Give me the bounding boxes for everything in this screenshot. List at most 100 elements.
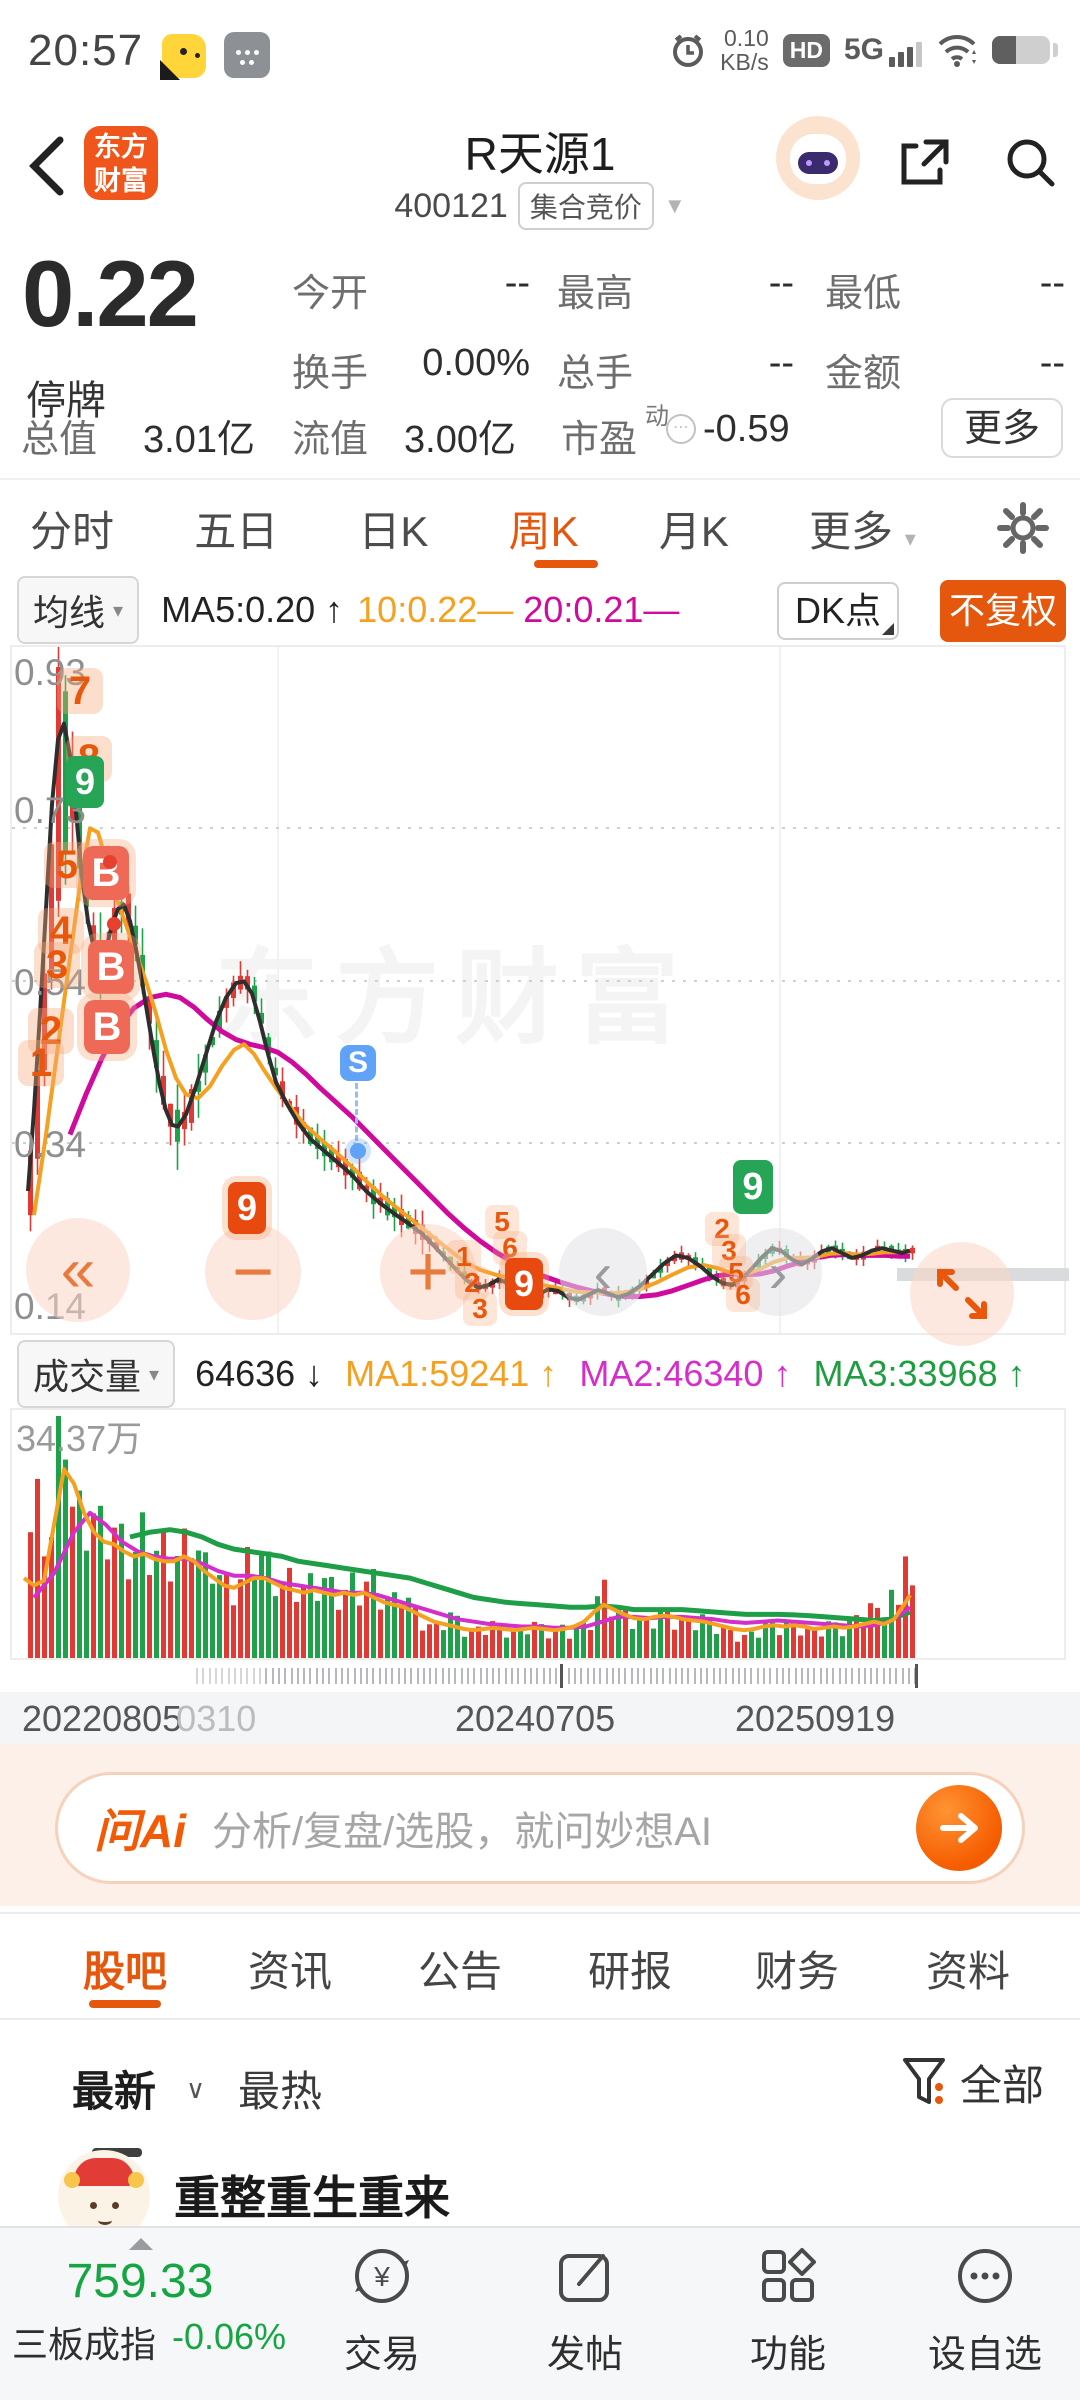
ruler-tick [271,1668,274,1684]
ruler-tick [718,1668,721,1684]
candlestick-chart[interactable]: 东方财富 0.93 0.73 0.54 0.34 0.14 « − + ‹ › [10,645,1070,1346]
more-quote-button[interactable]: 更多 [941,398,1063,458]
index-expand-icon[interactable] [129,2238,153,2250]
post-title[interactable]: 重整重生重来 [174,2172,450,2224]
chart-rewind-button[interactable]: « [26,1218,130,1322]
tab-announcements[interactable]: 公告 [417,1948,502,1995]
logo-line2: 财富 [94,166,148,196]
ruler-tick [693,1668,696,1684]
volume-max-label: 34.37万 [16,1418,143,1459]
ruler-tick [290,1668,293,1684]
tab-guba[interactable]: 股吧 [82,1948,167,1995]
chevron-down-icon[interactable]: ∨ [186,2074,206,2104]
ai-submit-button[interactable] [916,1785,1002,1871]
index-name[interactable]: 三板成指 [12,2324,157,2365]
divider [0,478,1080,480]
chevron-down-icon[interactable]: ▼ [663,193,686,218]
chart-toolbar: 均线 ▾ MA5:0.20 ↑ 10:0.22— 20:0.21— [0,576,1080,644]
quote-label: 今开 [292,273,369,315]
ruler-tick [277,1668,280,1684]
ruler-tick [731,1668,734,1684]
volume-current: 64636 ↓ [195,1353,324,1394]
ruler-tick [309,1668,312,1684]
tab-research[interactable]: 研报 [587,1948,672,1995]
volume-ma2: MA2:46340 ↑ [579,1353,792,1394]
last-price: 0.22 [22,241,199,346]
ma-select-button[interactable]: 均线 ▾ [17,576,140,644]
divider [0,1912,1080,1914]
ai-search-section: 问Ai 分析/复盘/选股，就问妙想AI [0,1744,1080,1906]
ai-search-input[interactable]: 问Ai 分析/复盘/选股，就问妙想AI [55,1772,1025,1884]
adjust-mode-button[interactable]: 不复权 [940,580,1066,642]
ruler-tick [359,1668,362,1684]
tab-news[interactable]: 资讯 [247,1948,332,1995]
back-icon[interactable] [26,136,68,196]
sort-latest[interactable]: 最新 [72,2068,157,2115]
nav-label: 设自选 [927,2334,1042,2376]
sort-hottest[interactable]: 最热 [238,2068,323,2115]
ruler-tick [807,1668,810,1684]
active-content-tab-underline [89,2000,161,2008]
gear-icon[interactable] [996,501,1050,555]
ruler-tick [668,1668,671,1684]
ruler-tick [202,1668,205,1684]
content-tab-bar: 股吧 资讯 公告 研报 财务 资料 [0,1918,1080,2014]
tab-financials[interactable]: 财务 [754,1948,839,1995]
ruler-tick [706,1668,709,1684]
ruler-tick [611,1668,614,1684]
tab-monthly[interactable]: 月K [658,507,729,555]
quote-value: 0.00% [422,342,530,384]
tab-weekly[interactable]: 周K [508,507,579,555]
dk-point-button[interactable]: DK点 [777,582,899,640]
ruler-tick [788,1668,791,1684]
chart-pan-left-button[interactable]: ‹ [559,1228,647,1316]
quote-value: -- [1039,262,1065,304]
ruler-tick [763,1668,765,1684]
ai-assistant-avatar[interactable] [776,116,860,200]
nav-features[interactable]: 功能 [718,2244,858,2378]
volume-select-button[interactable]: 成交量 ▾ [17,1340,176,1408]
ruler-tick [895,1668,898,1684]
divider [0,2018,1080,2020]
ruler-tick [800,1668,803,1684]
ruler-tick [441,1668,444,1684]
ruler-tick [863,1668,866,1684]
nav-post[interactable]: 发帖 [515,2244,655,2378]
ruler-tick [876,1668,879,1684]
nav-add-watchlist[interactable]: 设自选 [915,2244,1055,2378]
pe-info-icon[interactable]: ⋯ [666,414,696,444]
page-title: R天源1 [464,128,616,180]
feed-filter[interactable]: 全部 [902,2052,1044,2113]
volume-chart[interactable]: 34.37万 [10,1408,1070,1660]
session-badge[interactable]: 集合竞价 [517,182,654,230]
chart-zoom-out-button[interactable]: − [205,1224,301,1320]
tab-5day[interactable]: 五日 [194,507,279,555]
compose-icon [559,2254,609,2302]
chart-fullscreen-button[interactable] [910,1242,1014,1346]
ruler-tick [221,1668,224,1684]
tab-more-periods[interactable]: 更多 ▾ [809,507,916,555]
chart-zoom-in-button[interactable]: + [380,1224,476,1320]
wifi-icon [938,34,976,67]
nav-trade[interactable]: ¥ 交易 [312,2244,452,2378]
tab-profile[interactable]: 资料 [925,1948,1010,1995]
index-change: -0.06% [172,2316,287,2357]
event-marker-7: 7 [57,668,103,714]
search-icon[interactable] [1002,134,1058,190]
ruler-tick [397,1668,400,1684]
index-value[interactable]: 759.33 [66,2255,214,2308]
ruler-tick [838,1668,841,1684]
chart-pan-right-button[interactable]: › [734,1228,822,1316]
event-marker-9-green: 9 [733,1160,773,1214]
watermark: 东方财富 [215,941,696,1057]
share-icon[interactable] [896,134,952,190]
tab-daily[interactable]: 日K [358,507,429,555]
quote-value: 3.01亿 [143,419,255,461]
tab-minute[interactable]: 分时 [30,507,115,555]
bottom-nav: 759.33 三板成指 -0.06% ¥ 交易 发帖 [0,2226,1080,2400]
volume-select-label: 成交量 [33,1356,142,1397]
status-icons: 0.10 KB/s HD 5G [670,22,1058,78]
stock-code-row[interactable]: 400121 集合竞价 ▼ [0,182,1080,230]
nav-label: 功能 [749,2334,826,2376]
time-scrollbar[interactable] [10,1662,1070,1692]
